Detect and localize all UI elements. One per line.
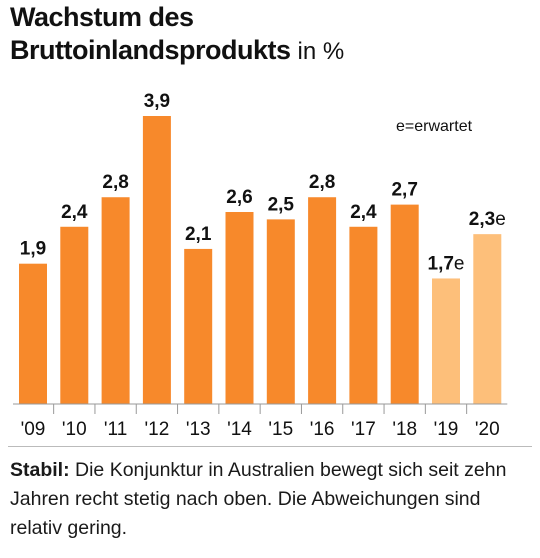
value-label-8: 2,4: [350, 202, 377, 223]
tick-label-9: '18: [392, 419, 417, 440]
value-label-5: 2,6: [226, 187, 252, 208]
tick-label-5: '14: [227, 419, 252, 440]
bar-4: [184, 248, 213, 404]
caption: Stabil: Die Konjunktur in Australien bew…: [10, 456, 530, 543]
tick-label-0: '09: [21, 419, 46, 440]
bar-3: [142, 116, 171, 404]
bar-11: [473, 234, 502, 404]
title-main: Bruttoinlandsprodukts: [10, 35, 291, 65]
value-label-0: 1,9: [20, 239, 46, 260]
value-label-1: 2,4: [61, 202, 88, 223]
tick-label-2: '11: [104, 419, 127, 440]
tick-label-6: '15: [268, 419, 293, 440]
value-label-6: 2,5: [268, 194, 295, 215]
value-label-9: 2,7: [391, 180, 417, 201]
chart-title: Wachstum des Bruttoinlandsprodukts in %: [10, 4, 530, 70]
expected-suffix-10: e: [454, 253, 465, 274]
bar-1: [60, 226, 89, 404]
bar-8: [349, 226, 378, 404]
bar-6: [266, 219, 295, 404]
tick-label-1: '10: [62, 419, 87, 440]
title-line-2: Bruttoinlandsprodukts in %: [10, 37, 530, 64]
value-label-3: 3,9: [144, 91, 170, 112]
caption-lead: Stabil:: [10, 459, 70, 481]
tick-label-8: '17: [351, 419, 376, 440]
bar-5: [225, 212, 254, 404]
expected-suffix-11: e: [495, 209, 506, 230]
value-label-10: 1,7e: [428, 253, 465, 274]
title-line-1: Wachstum des: [10, 2, 194, 32]
value-label-7: 2,8: [309, 172, 335, 193]
title-unit: in %: [297, 38, 345, 65]
bar-0: [19, 263, 47, 404]
tick-label-11: '20: [475, 419, 500, 440]
tick-label-7: '16: [310, 419, 335, 440]
legend-note: e=erwartet: [396, 118, 473, 135]
bar-9: [390, 204, 419, 404]
bar-chart: e=erwartet 1,9 '09 2,4 '10 2,8 '11 3,9 '12 2,1 '13…: [13, 91, 508, 440]
bar-10: [432, 278, 460, 404]
caption-text: Die Konjunktur in Australien bewegt sich…: [10, 459, 507, 539]
value-label-11: 2,3e: [469, 209, 506, 230]
caption-divider: [8, 446, 532, 447]
value-label-2: 2,8: [102, 172, 128, 193]
bar-7: [308, 197, 337, 404]
tick-label-3: '12: [145, 419, 170, 440]
bar-2: [101, 197, 130, 404]
tick-label-4: '13: [186, 419, 211, 440]
tick-label-10: '19: [434, 419, 459, 440]
value-label-4: 2,1: [185, 224, 212, 245]
